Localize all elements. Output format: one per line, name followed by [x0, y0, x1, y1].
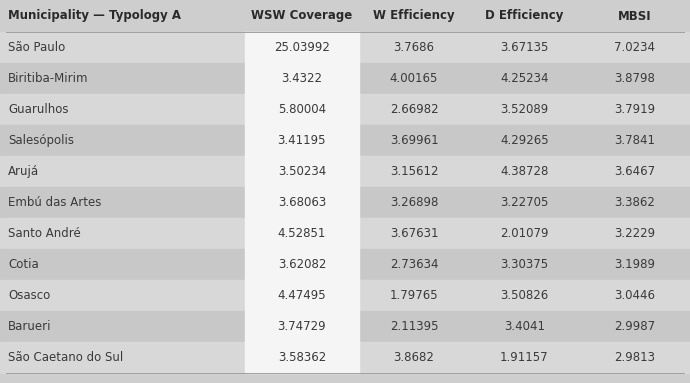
- Text: 2.73634: 2.73634: [390, 258, 438, 271]
- Bar: [0, 311, 690, 342]
- Bar: [0, 187, 690, 218]
- Text: Salesópolis: Salesópolis: [8, 134, 74, 147]
- Text: 2.9987: 2.9987: [614, 320, 656, 333]
- Bar: [245, 249, 359, 280]
- Text: 3.22705: 3.22705: [500, 196, 549, 209]
- Bar: [245, 63, 359, 94]
- Text: 2.11395: 2.11395: [390, 320, 438, 333]
- Text: 3.50826: 3.50826: [500, 289, 549, 302]
- Text: 4.38728: 4.38728: [500, 165, 549, 178]
- Bar: [0, 32, 690, 63]
- Text: 3.67631: 3.67631: [390, 227, 438, 240]
- Text: 2.9813: 2.9813: [614, 351, 656, 364]
- Bar: [245, 311, 359, 342]
- Text: 3.58362: 3.58362: [278, 351, 326, 364]
- Bar: [245, 32, 359, 63]
- Text: W Efficiency: W Efficiency: [373, 10, 455, 23]
- Text: Municipality — Typology A: Municipality — Typology A: [8, 10, 181, 23]
- Bar: [0, 218, 690, 249]
- Text: 1.79765: 1.79765: [390, 289, 438, 302]
- Text: Embú das Artes: Embú das Artes: [8, 196, 101, 209]
- Text: 2.01079: 2.01079: [500, 227, 549, 240]
- Text: 3.15612: 3.15612: [390, 165, 438, 178]
- Text: 3.3862: 3.3862: [614, 196, 656, 209]
- Text: 3.74729: 3.74729: [277, 320, 326, 333]
- Text: 3.30375: 3.30375: [500, 258, 549, 271]
- Bar: [245, 187, 359, 218]
- Bar: [0, 156, 690, 187]
- Text: 2.66982: 2.66982: [390, 103, 438, 116]
- Text: 4.00165: 4.00165: [390, 72, 438, 85]
- Text: 3.4041: 3.4041: [504, 320, 545, 333]
- Text: 3.1989: 3.1989: [614, 258, 656, 271]
- Bar: [245, 156, 359, 187]
- Text: 7.0234: 7.0234: [614, 41, 656, 54]
- Text: 3.2229: 3.2229: [614, 227, 656, 240]
- Text: 4.52851: 4.52851: [277, 227, 326, 240]
- Text: 3.8798: 3.8798: [614, 72, 656, 85]
- Text: São Caetano do Sul: São Caetano do Sul: [8, 351, 124, 364]
- Bar: [0, 125, 690, 156]
- Text: WSW Coverage: WSW Coverage: [251, 10, 353, 23]
- Bar: [245, 218, 359, 249]
- Text: Cotia: Cotia: [8, 258, 39, 271]
- Text: 3.69961: 3.69961: [390, 134, 438, 147]
- Text: 3.4322: 3.4322: [282, 72, 322, 85]
- Text: 4.29265: 4.29265: [500, 134, 549, 147]
- Text: 3.50234: 3.50234: [278, 165, 326, 178]
- Text: 3.7919: 3.7919: [614, 103, 656, 116]
- Text: 4.47495: 4.47495: [277, 289, 326, 302]
- Text: 3.0446: 3.0446: [614, 289, 656, 302]
- Text: São Paulo: São Paulo: [8, 41, 66, 54]
- Text: 3.7841: 3.7841: [614, 134, 656, 147]
- Text: 3.41195: 3.41195: [277, 134, 326, 147]
- Text: Arujá: Arujá: [8, 165, 39, 178]
- Text: 3.67135: 3.67135: [500, 41, 549, 54]
- Bar: [0, 342, 690, 373]
- Text: 3.52089: 3.52089: [500, 103, 549, 116]
- Text: 3.68063: 3.68063: [278, 196, 326, 209]
- Text: 3.7686: 3.7686: [393, 41, 435, 54]
- Bar: [0, 0, 690, 32]
- Bar: [245, 125, 359, 156]
- Text: 4.25234: 4.25234: [500, 72, 549, 85]
- Text: 5.80004: 5.80004: [278, 103, 326, 116]
- Bar: [245, 280, 359, 311]
- Text: 3.26898: 3.26898: [390, 196, 438, 209]
- Text: Osasco: Osasco: [8, 289, 50, 302]
- Text: Guarulhos: Guarulhos: [8, 103, 68, 116]
- Text: 25.03992: 25.03992: [274, 41, 330, 54]
- Text: 3.62082: 3.62082: [277, 258, 326, 271]
- Text: MBSI: MBSI: [618, 10, 651, 23]
- Bar: [0, 94, 690, 125]
- Text: 3.6467: 3.6467: [614, 165, 656, 178]
- Text: Santo André: Santo André: [8, 227, 81, 240]
- Bar: [0, 63, 690, 94]
- Text: 1.91157: 1.91157: [500, 351, 549, 364]
- Text: Barueri: Barueri: [8, 320, 52, 333]
- Text: Biritiba-Mirim: Biritiba-Mirim: [8, 72, 88, 85]
- Bar: [245, 342, 359, 373]
- Bar: [245, 94, 359, 125]
- Bar: [0, 280, 690, 311]
- Text: 3.8682: 3.8682: [393, 351, 435, 364]
- Text: D Efficiency: D Efficiency: [485, 10, 564, 23]
- Bar: [0, 249, 690, 280]
